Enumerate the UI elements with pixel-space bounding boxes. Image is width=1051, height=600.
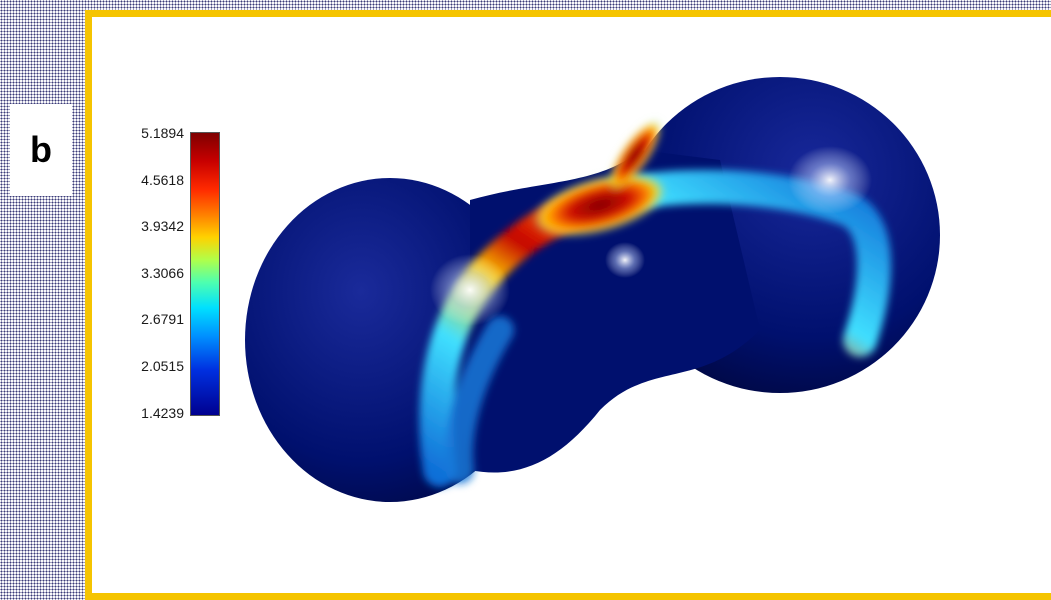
colorbar-tick: 2.6791 xyxy=(141,311,184,327)
neck-hotspot xyxy=(531,119,669,238)
colorbar-tick-max: 5.1894 xyxy=(141,125,184,141)
specular-highlights xyxy=(430,146,872,326)
colorbar-tick: 3.3066 xyxy=(141,265,184,281)
colorbar xyxy=(190,132,220,416)
colorbar-tick: 4.5618 xyxy=(141,172,184,188)
colorbar-tick: 3.9342 xyxy=(141,218,184,234)
colorbar-tick-min: 1.4239 xyxy=(141,405,184,421)
colorbar-tick-labels: 5.1894 4.5618 3.9342 3.3066 2.6791 2.051… xyxy=(104,122,184,422)
panel-label: b xyxy=(10,104,72,196)
surface-body xyxy=(245,77,940,502)
colorbar-tick: 2.0515 xyxy=(141,358,184,374)
dumbbell-surface xyxy=(245,77,940,502)
